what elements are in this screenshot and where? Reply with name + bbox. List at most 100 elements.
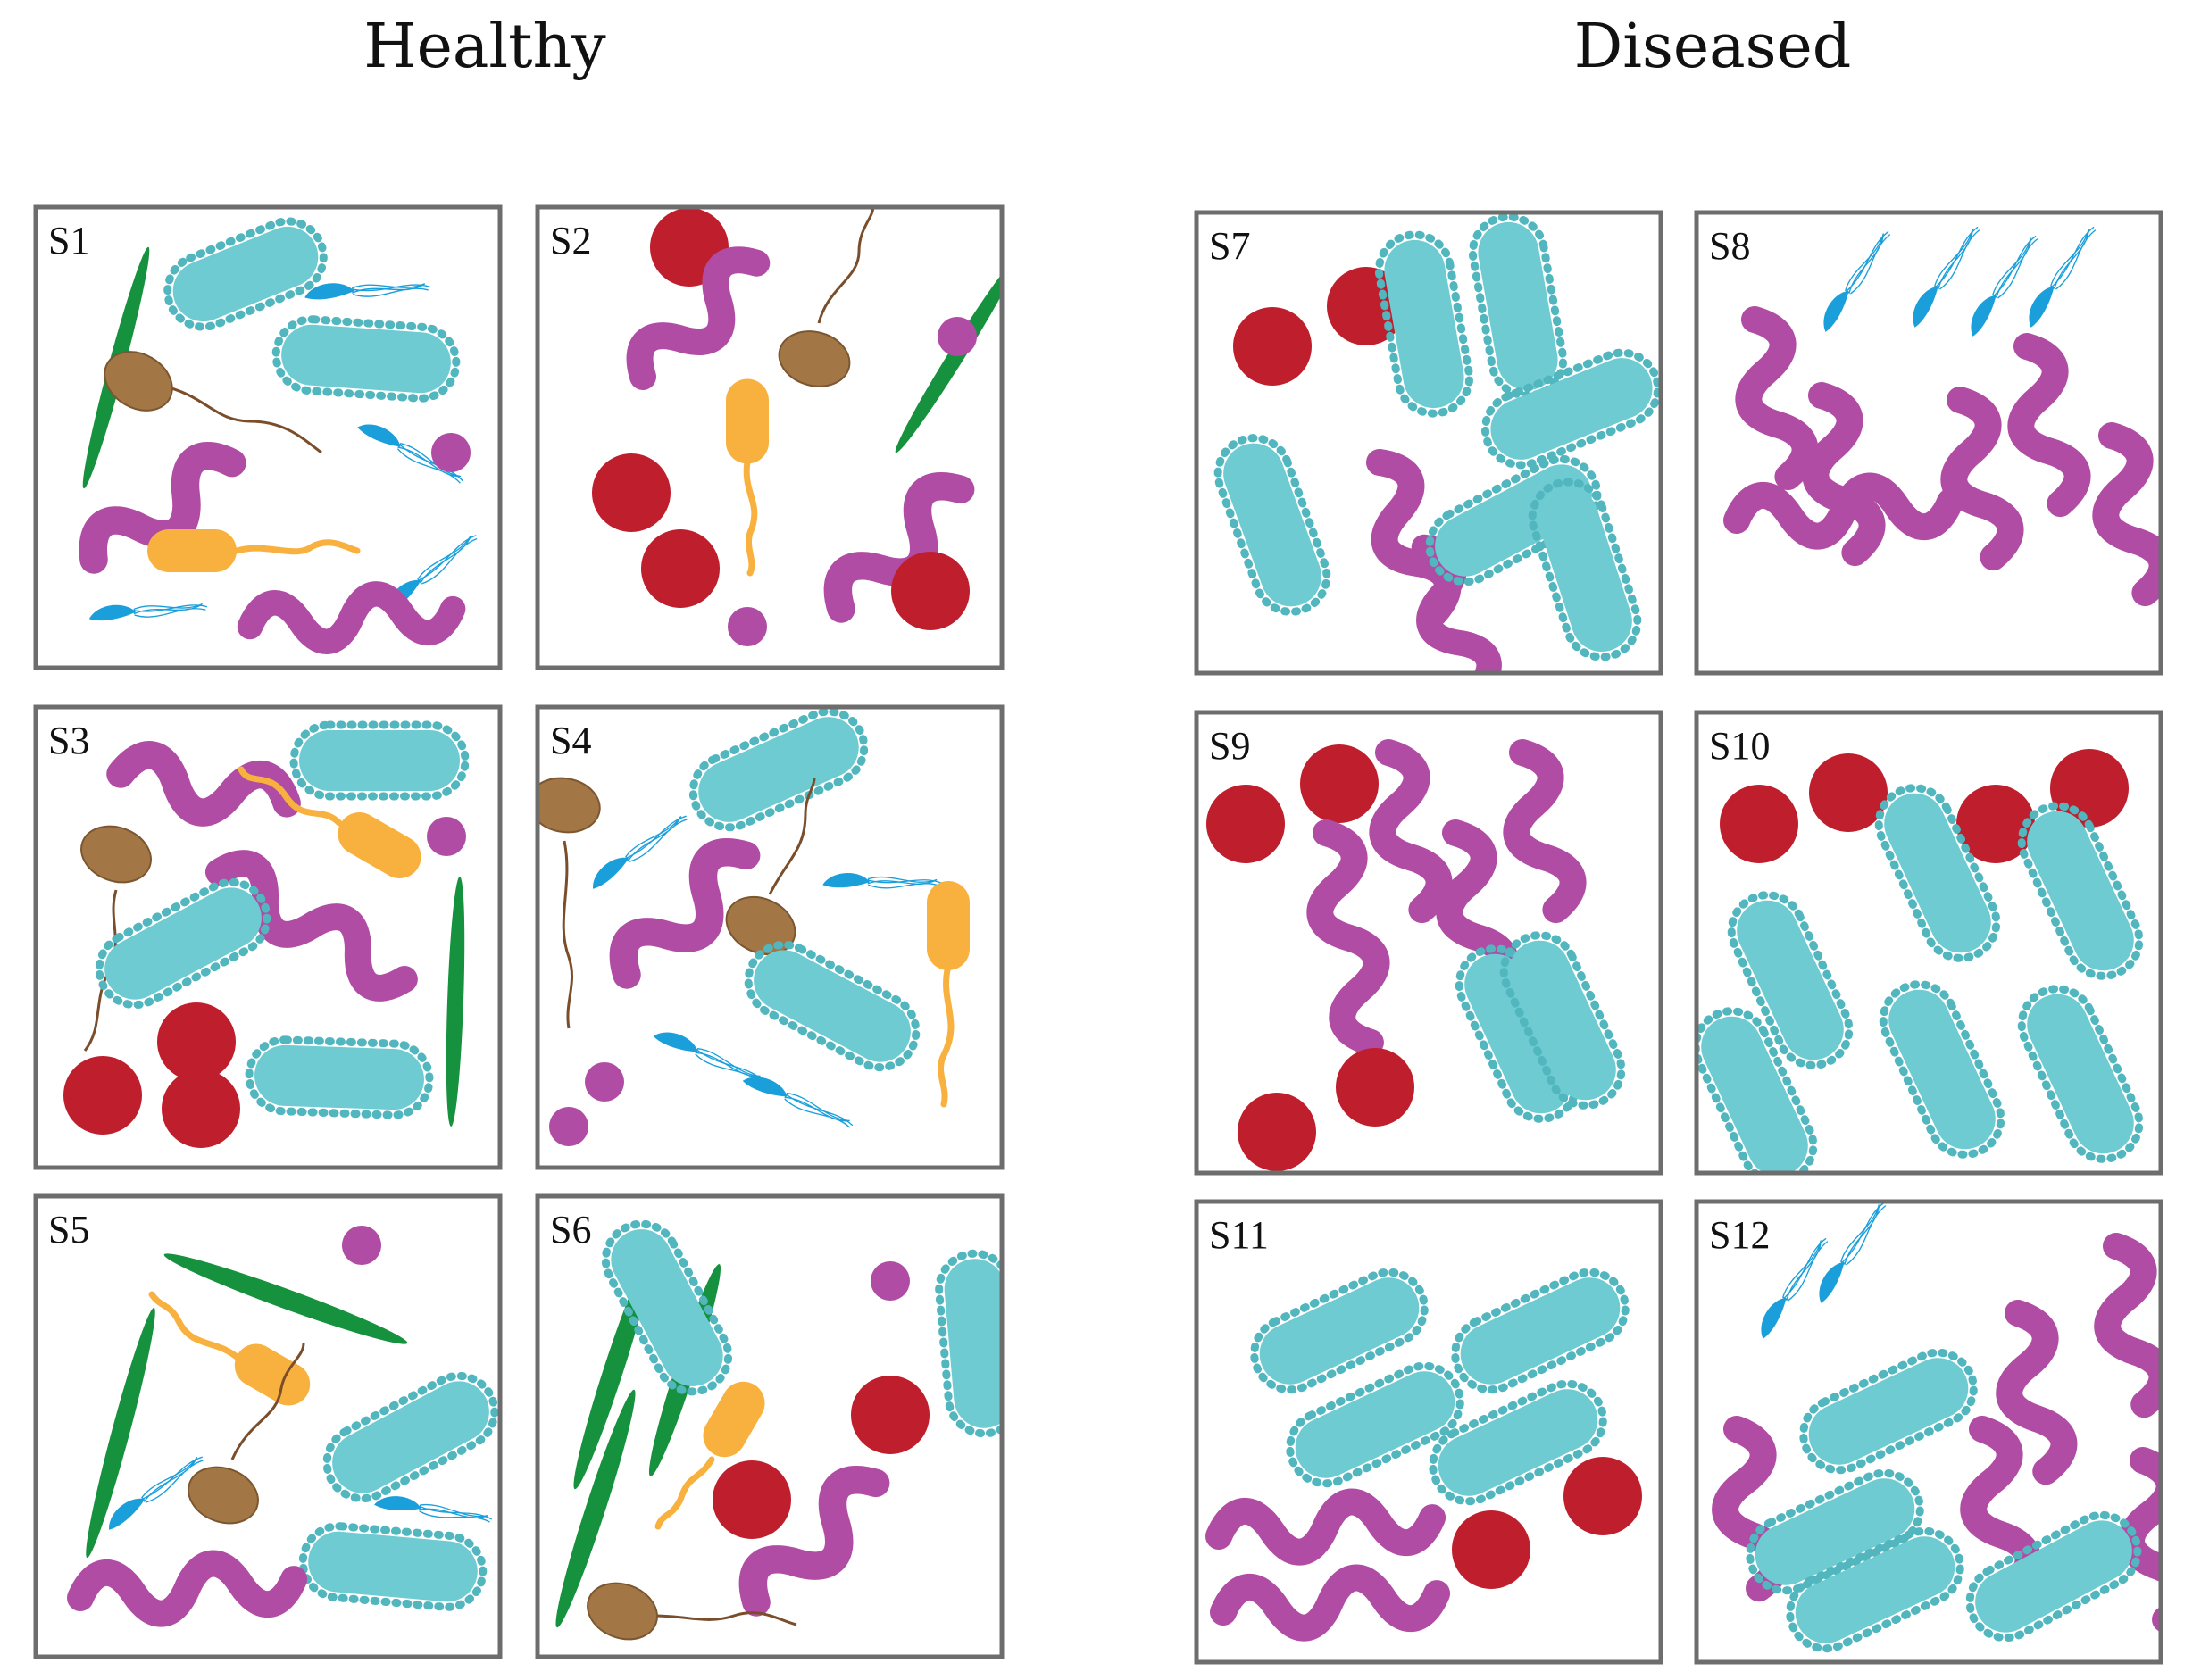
- purple-spirochete: [1210, 1564, 1451, 1642]
- cyan-bacillus: [1697, 1007, 1818, 1173]
- sample-panel-s5: S5: [33, 1193, 503, 1659]
- purple-coccus: [871, 1261, 910, 1301]
- brown-flagellate: [587, 1582, 797, 1641]
- sample-frame: [535, 1193, 1005, 1659]
- orange-flagellate: [654, 1381, 765, 1530]
- blue-flagellate: [593, 815, 688, 889]
- sample-frame: [33, 1193, 503, 1659]
- purple-spirochete: [106, 741, 301, 827]
- brown-flagellate: [725, 778, 816, 956]
- sample-contents: [1723, 226, 2161, 607]
- sample-label: S3: [48, 719, 89, 762]
- sample-contents: [1712, 1202, 2161, 1653]
- purple-spirochete: [205, 850, 418, 1002]
- red-coccus: [1452, 1510, 1530, 1589]
- red-coccus: [1956, 785, 2035, 863]
- sample-label: S6: [550, 1208, 591, 1252]
- blue-flagellate: [822, 873, 942, 889]
- purple-spirochete: [1205, 1488, 1446, 1566]
- sample-contents: [1205, 1268, 1642, 1642]
- red-coccus: [1206, 785, 1285, 863]
- green-rod: [86, 1307, 155, 1559]
- sample-contents: [1213, 212, 1661, 673]
- cyan-bacillus: [1250, 1268, 1429, 1394]
- sample-frame: [535, 704, 1005, 1170]
- purple-spirochete: [738, 1466, 890, 1617]
- cyan-bacillus: [1213, 434, 1331, 616]
- sample-contents: [1697, 749, 2144, 1173]
- green-rod: [163, 1253, 408, 1344]
- cyan-bacillus: [271, 315, 461, 403]
- sample-label: S1: [48, 219, 89, 262]
- purple-spirochete: [609, 838, 761, 989]
- brown-flagellate: [538, 777, 601, 1029]
- sample-frame: [33, 704, 503, 1170]
- red-coccus: [1300, 744, 1379, 823]
- purple-coccus: [342, 1226, 381, 1265]
- cyan-bacillus: [1480, 348, 1661, 470]
- sample-contents: [538, 707, 970, 1146]
- sample-contents: [79, 217, 478, 654]
- red-coccus: [1336, 1048, 1414, 1127]
- orange-flagellate: [148, 1291, 311, 1406]
- sample-label: S9: [1209, 724, 1250, 768]
- cyan-bacillus: [1451, 1268, 1630, 1394]
- sample-panel-s3: S3: [33, 704, 503, 1170]
- purple-spirochete: [2092, 422, 2161, 607]
- cyan-bacillus: [935, 1249, 1002, 1438]
- sample-frame: [1194, 1199, 1663, 1665]
- purple-spirochete: [1503, 739, 1587, 924]
- red-coccus: [592, 453, 671, 532]
- blue-flagellate: [742, 1077, 854, 1128]
- purple-coccus: [938, 317, 977, 356]
- sample-panel-s12: S12: [1694, 1199, 2163, 1665]
- sample-label: S10: [1709, 724, 1770, 768]
- purple-spirochete: [626, 246, 771, 390]
- sample-contents: [67, 1226, 499, 1627]
- blue-flagellate: [374, 1496, 493, 1523]
- purple-spirochete: [2118, 1447, 2161, 1634]
- sample-frame: [1694, 1199, 2163, 1665]
- brown-flagellate: [188, 1343, 305, 1525]
- orange-flagellate: [147, 529, 361, 572]
- cyan-bacillus: [1727, 891, 1854, 1069]
- cyan-bacillus: [744, 940, 921, 1072]
- sample-panel-s4: S4: [535, 704, 1005, 1170]
- red-coccus: [641, 529, 720, 608]
- green-rod: [555, 1389, 636, 1628]
- cyan-bacillus: [1528, 478, 1642, 661]
- cyan-bacillus: [95, 877, 271, 1010]
- purple-spirochete: [1735, 306, 1819, 491]
- cyan-bacillus: [1429, 1379, 1607, 1506]
- red-coccus: [1238, 1093, 1316, 1171]
- blue-flagellate: [2029, 226, 2097, 328]
- red-coccus: [1563, 1457, 1642, 1535]
- purple-spirochete: [1306, 819, 1390, 1056]
- cyan-bacillus: [245, 1035, 434, 1119]
- blue-flagellate: [1819, 1202, 1887, 1303]
- purple-spirochete: [2094, 1233, 2161, 1418]
- cyan-bacillus: [1468, 212, 1568, 400]
- orange-flagellate: [726, 378, 769, 577]
- purple-coccus: [427, 817, 466, 856]
- sample-label: S4: [550, 719, 591, 762]
- blue-flagellate: [304, 283, 430, 300]
- purple-coccus: [728, 607, 767, 646]
- brown-flagellate: [104, 351, 322, 454]
- cyan-bacillus: [1374, 230, 1474, 418]
- sample-contents: [592, 207, 1002, 646]
- purple-spirochete: [237, 581, 466, 654]
- red-coccus: [1809, 753, 1888, 832]
- sample-label: S8: [1709, 224, 1750, 268]
- diseased-group-title: Diseased: [1574, 12, 1852, 82]
- purple-spirochete: [1369, 739, 1453, 924]
- red-coccus: [157, 1002, 236, 1081]
- sample-frame: [1694, 710, 2163, 1176]
- sample-frame: [535, 204, 1005, 670]
- blue-flagellate: [1971, 235, 2038, 337]
- sample-panel-s11: S11: [1194, 1199, 1663, 1665]
- purple-spirochete: [1940, 387, 2024, 571]
- sample-label: S11: [1209, 1213, 1269, 1257]
- red-coccus: [851, 1376, 930, 1454]
- red-coccus: [1233, 307, 1312, 386]
